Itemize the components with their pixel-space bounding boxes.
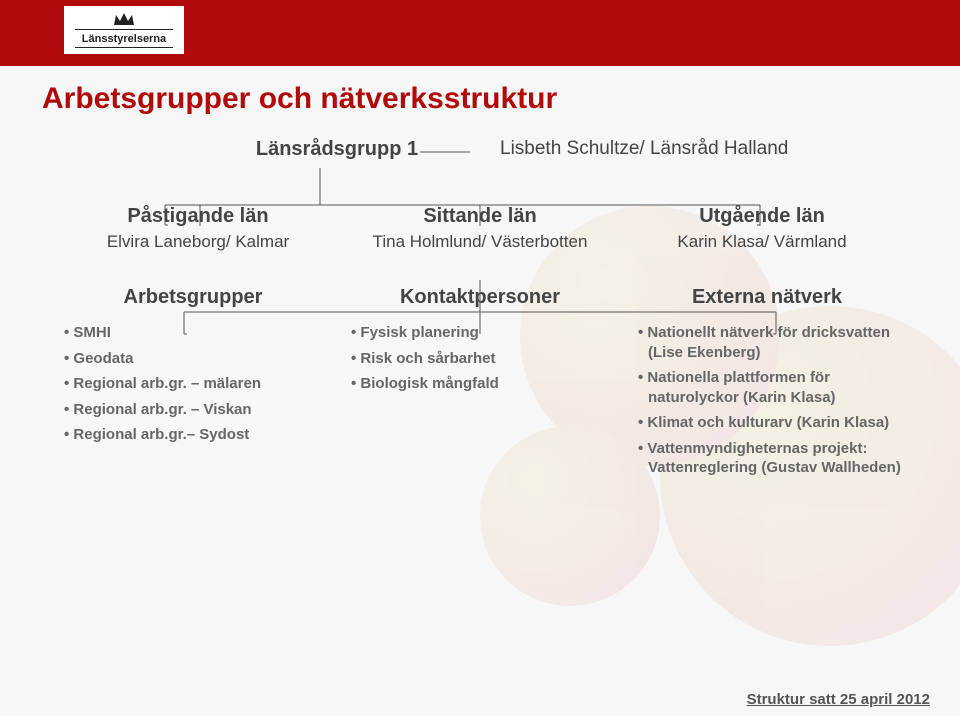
lan-utgaende: Utgående län Karin Klasa/ Värmland [642,205,882,252]
list-item: Risk och sårbarhet [351,349,615,369]
header-bar: Länsstyrelserna [0,0,960,66]
top-group-box: Länsrådsgrupp 1 [222,138,452,165]
lan-pastigande: Påstigande län Elvira Laneborg/ Kalmar [78,205,318,252]
col-externa: Externa nätverk Nationellt nätverk för d… [632,286,902,484]
footer-date: Struktur satt 25 april 2012 [747,691,930,708]
col-externa-head: Externa nätverk [632,286,902,309]
col-kontakt-list: Fysisk planering Risk och sårbarhet Biol… [345,323,615,394]
col-kontakt-head: Kontaktpersoner [345,286,615,309]
lan-sittande-sub: Tina Holmlund/ Västerbotten [360,232,600,252]
lan-pastigande-sub: Elvira Laneborg/ Kalmar [78,232,318,252]
crown-icon [65,11,183,29]
list-item: Regional arb.gr. – mälaren [64,374,328,394]
brand-logo: Länsstyrelserna [64,6,184,54]
col-arbetsgrupper: Arbetsgrupper SMHI Geodata Regional arb.… [58,286,328,484]
list-item: Nationellt nätverk för dricksvatten (Lis… [638,323,902,362]
col-externa-list: Nationellt nätverk för dricksvatten (Lis… [632,323,902,478]
list-item: Nationella plattformen för naturolyckor … [638,368,902,407]
col-kontakt: Kontaktpersoner Fysisk planering Risk oc… [345,286,615,484]
top-group-head: Länsrådsgrupp 1 [222,138,452,161]
lan-utgaende-head: Utgående län [642,205,882,228]
lan-utgaende-sub: Karin Klasa/ Värmland [642,232,882,252]
col-arbetsgrupper-list: SMHI Geodata Regional arb.gr. – mälaren … [58,323,328,445]
lan-pastigande-head: Påstigande län [78,205,318,228]
brand-name: Länsstyrelserna [75,29,173,48]
col-arbetsgrupper-head: Arbetsgrupper [58,286,328,309]
slide-title: Arbetsgrupper och nätverksstruktur [42,82,918,116]
top-person-head: Lisbeth Schultze/ Länsråd Halland [500,138,830,160]
list-item: Vattenmyndigheternas projekt: Vattenregl… [638,439,902,478]
list-item: Geodata [64,349,328,369]
top-person-box: Lisbeth Schultze/ Länsråd Halland [500,138,830,165]
list-item: Regional arb.gr. – Viskan [64,400,328,420]
list-item: Klimat och kulturarv (Karin Klasa) [638,413,902,433]
list-item: Biologisk mångfald [351,374,615,394]
list-item: Fysisk planering [351,323,615,343]
list-item: Regional arb.gr.– Sydost [64,425,328,445]
lan-sittande-head: Sittande län [360,205,600,228]
lan-sittande: Sittande län Tina Holmlund/ Västerbotten [360,205,600,252]
list-item: SMHI [64,323,328,343]
